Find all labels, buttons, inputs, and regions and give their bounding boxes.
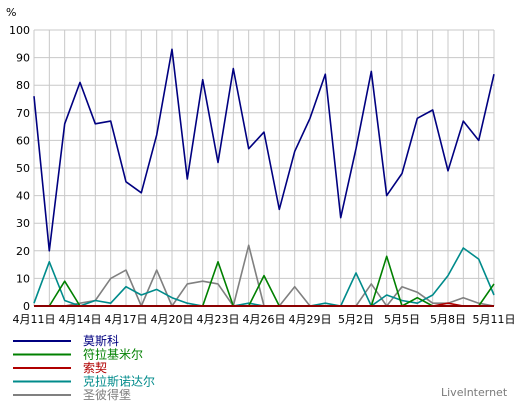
y-tick-label: 30 — [16, 217, 30, 230]
x-tick-label: 5月5日 — [384, 313, 420, 326]
legend-label: 索契 — [83, 361, 107, 375]
y-axis-ticks: 0 10 20 30 40 50 60 70 80 90 100 — [9, 24, 30, 313]
y-tick-label: 100 — [9, 24, 30, 37]
x-axis-ticks: 4月11日 4月14日 4月17日 4月20日 4月23日 4月26日 4月29日 5月2日 5… — [13, 313, 516, 326]
y-tick-label: 0 — [23, 300, 30, 313]
x-tick-label: 5月11日 — [473, 313, 516, 326]
y-tick-label: 40 — [16, 190, 30, 203]
watermark-text: LiveInternet — [441, 386, 508, 399]
y-tick-label: 20 — [16, 245, 30, 258]
grid — [33, 29, 495, 307]
y-tick-label: 90 — [16, 52, 30, 65]
x-tick-label: 4月20日 — [151, 313, 194, 326]
y-tick-label: 70 — [16, 107, 30, 120]
y-tick-label: 50 — [16, 162, 30, 175]
y-tick-label: 60 — [16, 134, 30, 147]
x-tick-label: 4月17日 — [105, 313, 148, 326]
x-tick-label: 4月14日 — [59, 313, 102, 326]
x-tick-label: 4月29日 — [289, 313, 332, 326]
x-tick-label: 4月11日 — [13, 313, 56, 326]
series-line-0 — [33, 48, 495, 252]
x-tick-label: 4月23日 — [197, 313, 240, 326]
x-tick-label: 5月2日 — [338, 313, 374, 326]
legend-label: 符拉基米尔 — [83, 347, 143, 362]
y-tick-label: 10 — [16, 272, 30, 285]
legend-label: 莫斯科 — [83, 334, 119, 348]
x-tick-label: 4月26日 — [243, 313, 286, 326]
legend-label: 圣彼得堡 — [83, 387, 131, 402]
x-tick-label: 5月8日 — [430, 313, 466, 326]
y-tick-label: 80 — [16, 79, 30, 92]
legend-label: 克拉斯诺达尔 — [83, 374, 155, 389]
y-axis-label: % — [6, 6, 16, 19]
